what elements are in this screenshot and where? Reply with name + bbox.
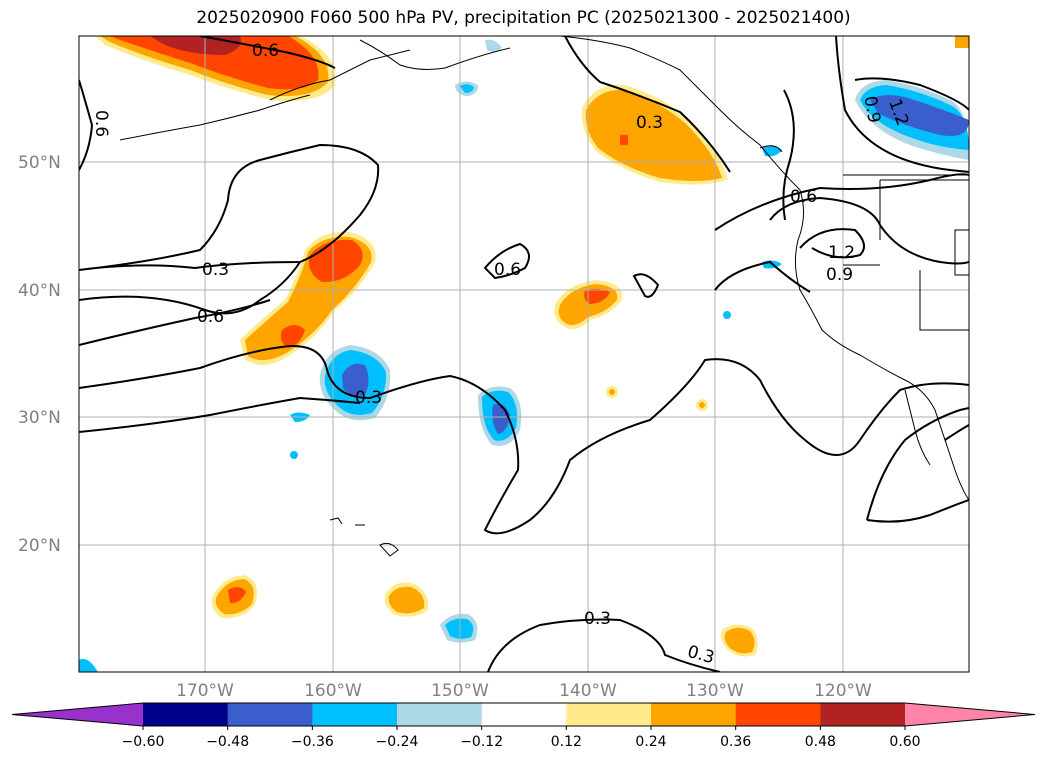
lon-label: 170°W [176, 681, 234, 701]
colorbar-segment [651, 703, 737, 726]
colorbar-tick-label: −0.36 [291, 734, 334, 750]
colorbar-extend-low [12, 703, 143, 726]
contour-label: 0.3 [636, 113, 663, 133]
contour-label: 0.3 [584, 609, 611, 629]
map-title: 2025020900 F060 500 hPa PV, precipitatio… [196, 8, 851, 28]
graticule [79, 36, 969, 672]
colorbar-tick-label: 0.48 [805, 734, 836, 750]
colorbar-segment [735, 703, 821, 726]
colorbar-segment [143, 703, 229, 726]
colorbar-tick-label: 0.36 [720, 734, 751, 750]
colorbar-tick-label: 0.60 [889, 734, 920, 750]
contour-label: 0.6 [91, 110, 111, 137]
contour-label: 0.6 [790, 187, 817, 207]
colorbar-segment [820, 703, 906, 726]
precip-shading-negative [79, 39, 969, 672]
contour-label: 1.2 [828, 243, 855, 263]
colorbar-tick-label: 0.12 [551, 734, 582, 750]
contour-label: 0.6 [494, 260, 521, 280]
latitude-labels: 50°N 40°N 30°N 20°N [18, 153, 61, 556]
lon-label: 150°W [431, 681, 489, 701]
colorbar-segment [481, 703, 567, 726]
colorbar-tick-label: −0.48 [206, 734, 249, 750]
colorbar-segment [312, 703, 398, 726]
lon-label: 130°W [686, 681, 744, 701]
lat-label: 50°N [18, 153, 61, 173]
map-frame [78, 35, 970, 673]
longitude-labels: 170°W 160°W 150°W 140°W 130°W 120°W [176, 681, 872, 701]
colorbar-segment [566, 703, 652, 726]
contour-label: 0.6 [252, 41, 279, 61]
colorbar-tick-label: −0.60 [122, 734, 165, 750]
colorbar-tick-label: 0.24 [635, 734, 666, 750]
lon-label: 160°W [304, 681, 362, 701]
colorbar-segment [227, 703, 313, 726]
contour-label: 0.3 [202, 260, 229, 280]
colorbar-tick-label: −0.24 [376, 734, 419, 750]
lon-label: 140°W [559, 681, 617, 701]
lon-label: 120°W [814, 681, 872, 701]
colorbar-segment [397, 703, 483, 726]
lat-label: 40°N [18, 281, 61, 301]
pv-contours [79, 36, 969, 672]
contour-label: 0.9 [826, 265, 853, 285]
contour-label: 0.9 [860, 95, 884, 125]
coastlines [119, 36, 969, 557]
lat-label: 20°N [18, 536, 61, 556]
colorbar-tick-label: −0.12 [460, 734, 503, 750]
colorbar-extend-high [905, 703, 1035, 726]
contour-label: 0.6 [197, 307, 224, 327]
lat-label: 30°N [18, 408, 61, 428]
contour-label: 0.3 [355, 388, 382, 408]
map-background [79, 36, 969, 672]
colorbar: −0.60 −0.48 −0.36 −0.24 −0.12 0.12 0.24 0.36 0.4… [11, 702, 1036, 750]
